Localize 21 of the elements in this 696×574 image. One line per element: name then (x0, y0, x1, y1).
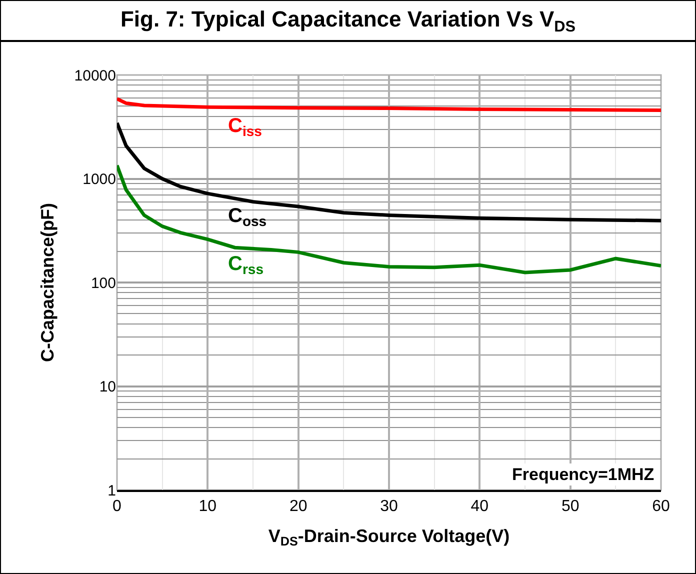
x-tick-label: 60 (652, 498, 670, 516)
x-tick-label: 40 (470, 498, 489, 516)
x-axis-title: V$_{DS}$-Drain-Source Voltage(V) (268, 526, 510, 549)
x-tick-label: 20 (289, 498, 308, 516)
series-label: C$_{rss}$ (228, 253, 264, 278)
y-tick-label: 1000 (82, 171, 116, 188)
line-series (117, 97, 661, 112)
line-series (117, 164, 661, 274)
y-tick-label: 10000 (74, 67, 116, 84)
chart-title: Fig. 7: Typical Capacitance Variation Vs V$_{DS}$ (120, 6, 576, 36)
series-label: C$_{oss}$ (228, 205, 267, 230)
y-axis-title: C-Capacitance(pF) (37, 202, 58, 362)
annotation: Frequency=1MHZ (512, 465, 654, 484)
x-tick-label: 0 (112, 498, 122, 516)
y-tick-label: 100 (90, 274, 116, 292)
x-tick-label: 50 (561, 498, 580, 516)
x-tick-label: 10 (198, 498, 217, 516)
y-tick-label: 10 (99, 378, 116, 396)
y-tick-label: 1 (108, 482, 116, 500)
x-tick-label: 30 (380, 498, 398, 516)
series-label: C$_{iss}$ (228, 115, 262, 140)
